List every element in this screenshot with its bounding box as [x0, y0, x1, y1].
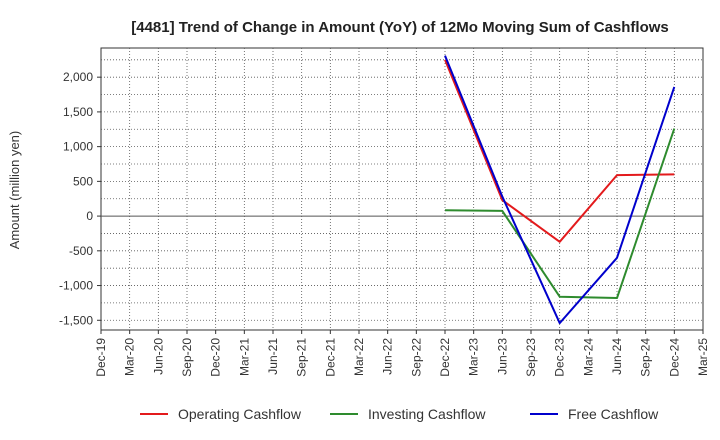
y-tick-label: 2,000: [63, 70, 93, 84]
x-tick-label: Dec-22: [438, 338, 452, 377]
chart-title: [4481] Trend of Change in Amount (YoY) o…: [131, 19, 669, 36]
legend-investing-cashflow-label: Investing Cashflow: [368, 406, 486, 422]
x-tick-label: Dec-24: [667, 338, 681, 377]
plot-area: [100, 47, 704, 331]
y-tick-label: -1,500: [59, 313, 93, 327]
y-tick-label: 500: [73, 174, 93, 188]
x-tick-label: Sep-22: [409, 338, 423, 377]
x-tick-label: Mar-25: [696, 338, 710, 376]
x-tick-label: Jun-23: [495, 338, 509, 375]
x-tick-label: Dec-21: [323, 338, 337, 377]
series-lines: [444, 55, 676, 325]
series-operating-cashflow: [444, 59, 675, 243]
x-tick-label: Sep-23: [524, 338, 538, 377]
series-free-cashflow: [444, 55, 676, 325]
legend-operating-cashflow-label: Operating Cashflow: [178, 406, 302, 422]
grid-lines: [101, 48, 703, 330]
x-tick-label: Mar-23: [467, 338, 481, 376]
series-investing-cashflow: [444, 128, 676, 299]
x-tick-label: Mar-20: [123, 338, 137, 376]
y-tick-label: -500: [69, 244, 93, 258]
y-tick-label: 0: [86, 209, 93, 223]
x-tick-label: Sep-20: [180, 338, 194, 377]
x-tick-label: Jun-22: [381, 338, 395, 375]
x-tick-label: Dec-19: [94, 338, 108, 377]
x-tick-label: Mar-22: [352, 338, 366, 376]
x-tick-label: Jun-21: [266, 338, 280, 375]
x-tick-label: Jun-20: [151, 338, 165, 375]
x-tick-label: Sep-21: [295, 338, 309, 377]
x-tick-label: Mar-21: [237, 338, 251, 376]
y-axis-label: Amount (million yen): [7, 131, 22, 250]
y-tick-label: 1,500: [63, 105, 93, 119]
legend-free-cashflow-label: Free Cashflow: [568, 406, 659, 422]
y-axis-ticks: -1,500 -1,000 -500 0 500 1,000 1,500 2,000: [59, 70, 101, 327]
x-tick-label: Mar-24: [581, 338, 595, 376]
x-tick-label: Dec-23: [553, 338, 567, 377]
x-axis-ticks: Dec-19 Mar-20 Jun-20 Sep-20 Dec-20 Mar-21 Jun-…: [94, 330, 710, 377]
x-tick-label: Jun-24: [610, 338, 624, 375]
x-tick-label: Sep-24: [639, 338, 653, 377]
legend: Operating Cashflow Investing Cashflow Free…: [140, 406, 659, 422]
x-tick-label: Dec-20: [209, 338, 223, 377]
y-tick-label: -1,000: [59, 279, 93, 293]
y-tick-label: 1,000: [63, 140, 93, 154]
